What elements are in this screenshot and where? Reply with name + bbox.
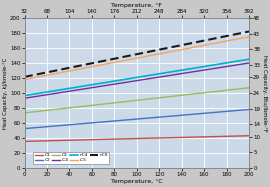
Legend: C1, C2, C3, iC4, nC4, iC5, nCS: C1, C2, C3, iC4, nC4, iC5, nCS <box>33 152 109 164</box>
X-axis label: Temperature, °F: Temperature, °F <box>111 4 162 8</box>
Y-axis label: Heat Capacity, kJ/kmole-°C: Heat Capacity, kJ/kmole-°C <box>4 57 8 129</box>
X-axis label: Temperature, °C: Temperature, °C <box>111 179 163 183</box>
Y-axis label: Heat Capacity, Btu/lbmole-°F: Heat Capacity, Btu/lbmole-°F <box>262 55 266 131</box>
